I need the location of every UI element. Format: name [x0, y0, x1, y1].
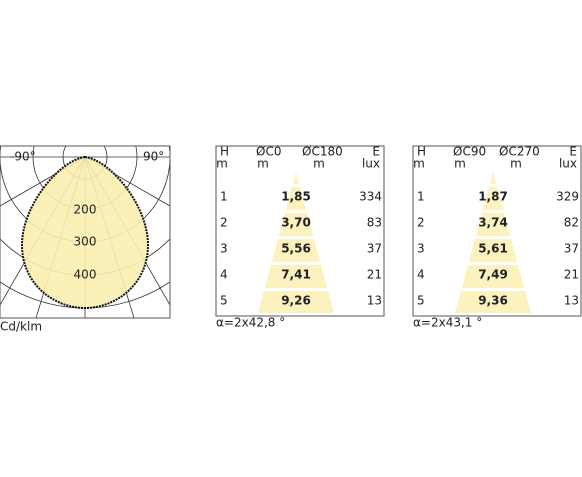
- cone-gap: [256, 210, 336, 213]
- illuminance-cell: 21: [564, 268, 579, 282]
- height-cell: 3: [220, 242, 228, 256]
- height-cell: 3: [417, 242, 425, 256]
- illuminance-cell: 329: [556, 190, 579, 204]
- cone-gap: [256, 236, 336, 239]
- diameter-cell: 5,61: [478, 242, 508, 256]
- beam-cone: [455, 172, 531, 313]
- illuminance-cell: 334: [359, 190, 382, 204]
- column-header: ØC180: [302, 145, 343, 159]
- column-unit: m: [413, 157, 425, 171]
- column-unit: m: [313, 157, 325, 171]
- beam-angle: α=2x42,8 °: [216, 316, 285, 330]
- column-header: ØC0: [256, 145, 281, 159]
- diameter-cell: 5,56: [281, 242, 311, 256]
- illuminance-cell: 37: [564, 242, 579, 256]
- cone-gap: [453, 288, 533, 291]
- cone-gap: [256, 184, 336, 187]
- height-cell: 4: [220, 268, 228, 282]
- table-frame: [412, 145, 582, 317]
- diameter-cell: 7,41: [281, 268, 311, 282]
- diameter-cell: 7,49: [478, 268, 508, 282]
- unit-label: Cd/klm: [0, 320, 42, 334]
- diameter-cell: 1,87: [478, 190, 508, 204]
- illuminance-cell: 83: [367, 216, 382, 230]
- height-cell: 4: [417, 268, 425, 282]
- cone-gap: [256, 262, 336, 265]
- diameter-cell: 9,36: [478, 294, 508, 308]
- height-cell: 2: [220, 216, 228, 230]
- beam-cone: [258, 172, 334, 313]
- ring-label: 200: [74, 203, 97, 217]
- illuminance-cell: 21: [367, 268, 382, 282]
- height-cell: 1: [220, 190, 228, 204]
- cone-gap: [453, 262, 533, 265]
- polar-frame: [0, 145, 171, 319]
- height-cell: 1: [417, 190, 425, 204]
- column-unit: lux: [362, 157, 380, 171]
- height-cell: 5: [417, 294, 425, 308]
- angle-label: -90°: [10, 150, 36, 164]
- illuminance-cell: 13: [564, 294, 579, 308]
- diameter-cell: 3,70: [281, 216, 311, 230]
- angle-label: 90°: [143, 150, 164, 164]
- height-cell: 2: [417, 216, 425, 230]
- cone-gap: [453, 184, 533, 187]
- illuminance-cell: 82: [564, 216, 579, 230]
- column-header: ØC270: [499, 145, 540, 159]
- table-frame: [215, 145, 385, 317]
- diameter-cell: 3,74: [478, 216, 508, 230]
- column-header: H: [417, 145, 426, 159]
- cone-gap: [453, 210, 533, 213]
- column-unit: m: [510, 157, 522, 171]
- illuminance-cell: 37: [367, 242, 382, 256]
- cone-gap: [453, 236, 533, 239]
- diameter-cell: 1,85: [281, 190, 311, 204]
- ring-label: 300: [74, 235, 97, 249]
- column-unit: lux: [559, 157, 577, 171]
- column-header: E: [569, 145, 577, 159]
- column-header: E: [372, 145, 380, 159]
- column-unit: m: [454, 157, 466, 171]
- column-header: ØC90: [453, 145, 486, 159]
- illuminance-cell: 13: [367, 294, 382, 308]
- beam-angle: α=2x43,1 °: [413, 316, 482, 330]
- cone-gap: [256, 288, 336, 291]
- polar-diagram: [0, 146, 170, 318]
- column-header: H: [220, 145, 229, 159]
- column-unit: m: [216, 157, 228, 171]
- diameter-cell: 9,26: [281, 294, 311, 308]
- column-unit: m: [257, 157, 269, 171]
- height-cell: 5: [220, 294, 228, 308]
- ring-label: 400: [74, 268, 97, 282]
